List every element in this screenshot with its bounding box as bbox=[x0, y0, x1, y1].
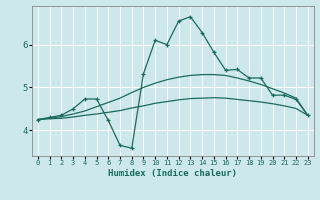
X-axis label: Humidex (Indice chaleur): Humidex (Indice chaleur) bbox=[108, 169, 237, 178]
